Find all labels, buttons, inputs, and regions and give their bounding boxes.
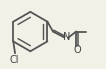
Text: O: O (73, 45, 81, 55)
Text: Cl: Cl (9, 55, 19, 65)
Text: N: N (63, 32, 70, 42)
